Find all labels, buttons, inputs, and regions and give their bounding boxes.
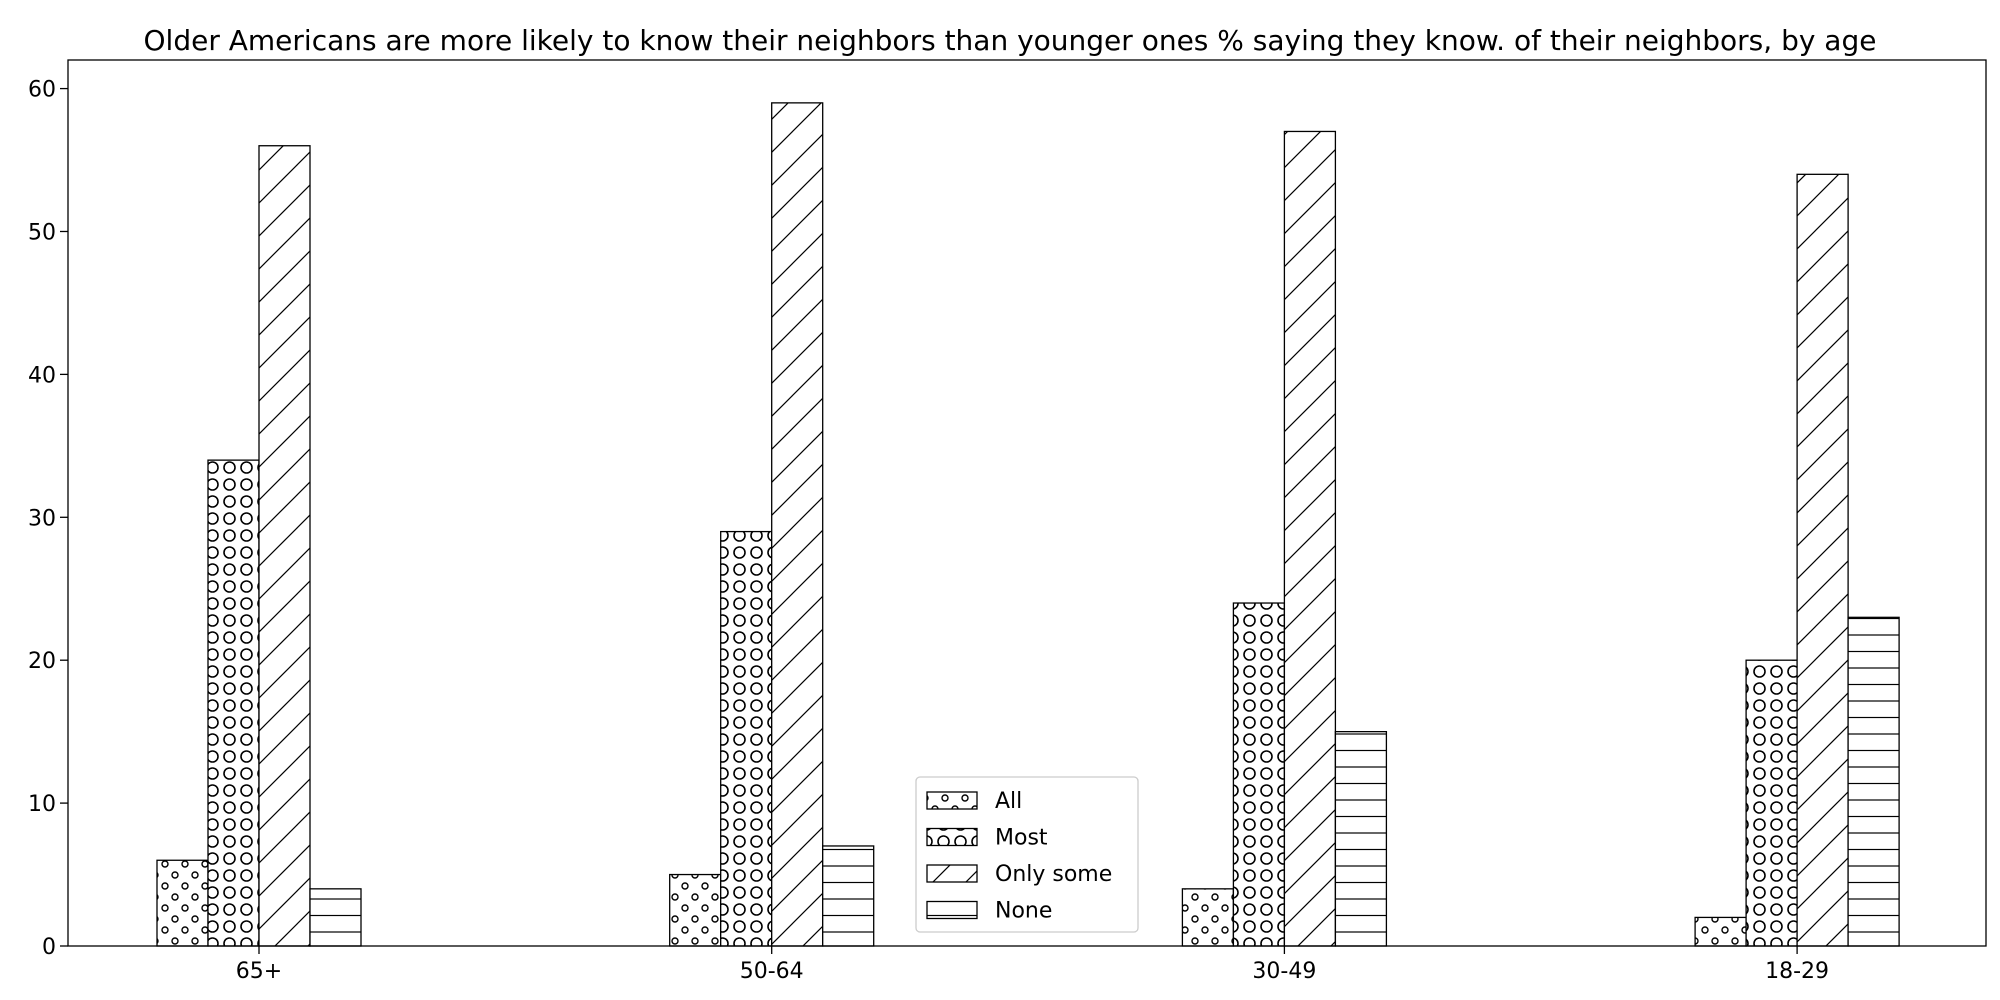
chart-title: Older Americans are more likely to know … bbox=[144, 24, 1877, 57]
legend: All Most Only some None bbox=[916, 777, 1138, 932]
legend-swatch-all bbox=[927, 792, 977, 809]
x-tick-label-18-29: 18-29 bbox=[1765, 959, 1829, 984]
bar-only-some-18-29 bbox=[1797, 174, 1848, 946]
x-tick-label-30-49: 30-49 bbox=[1252, 959, 1316, 984]
legend-label-most: Most bbox=[995, 826, 1048, 851]
y-tick-label: 50 bbox=[28, 220, 56, 245]
bar-only-some-30-49 bbox=[1284, 131, 1335, 946]
x-tick-label-65: 65+ bbox=[236, 959, 282, 984]
y-tick-label: 60 bbox=[28, 78, 56, 103]
y-tick-label: 40 bbox=[28, 363, 56, 388]
y-tick-label: 10 bbox=[28, 792, 56, 817]
bar-all-65 bbox=[157, 860, 208, 946]
bar-most-50-64 bbox=[721, 532, 772, 946]
bar-all-18-29 bbox=[1695, 917, 1746, 946]
bar-most-18-29 bbox=[1746, 660, 1797, 946]
bar-most-30-49 bbox=[1233, 603, 1284, 946]
bar-none-65 bbox=[310, 889, 361, 946]
legend-label-none: None bbox=[995, 899, 1052, 924]
y-tick-label: 0 bbox=[42, 935, 56, 960]
bar-only-some-50-64 bbox=[772, 103, 823, 946]
bar-none-30-49 bbox=[1335, 732, 1386, 946]
bar-most-65 bbox=[208, 460, 259, 946]
y-axis: 0 10 20 30 40 50 60 bbox=[28, 78, 68, 960]
legend-swatch-none bbox=[927, 902, 977, 919]
bar-all-50-64 bbox=[670, 875, 721, 946]
legend-label-all: All bbox=[995, 789, 1022, 814]
legend-swatch-only-some bbox=[927, 865, 977, 882]
y-tick-label: 20 bbox=[28, 649, 56, 674]
bar-only-some-65 bbox=[259, 146, 310, 946]
y-tick-label: 30 bbox=[28, 506, 56, 531]
x-axis: 65+ 50-64 30-49 18-29 bbox=[236, 946, 1829, 984]
bar-all-30-49 bbox=[1182, 889, 1233, 946]
bar-none-50-64 bbox=[823, 846, 874, 946]
legend-swatch-most bbox=[927, 829, 977, 846]
bar-none-18-29 bbox=[1848, 617, 1899, 946]
legend-label-only-some: Only some bbox=[995, 862, 1112, 887]
x-tick-label-50-64: 50-64 bbox=[740, 959, 804, 984]
